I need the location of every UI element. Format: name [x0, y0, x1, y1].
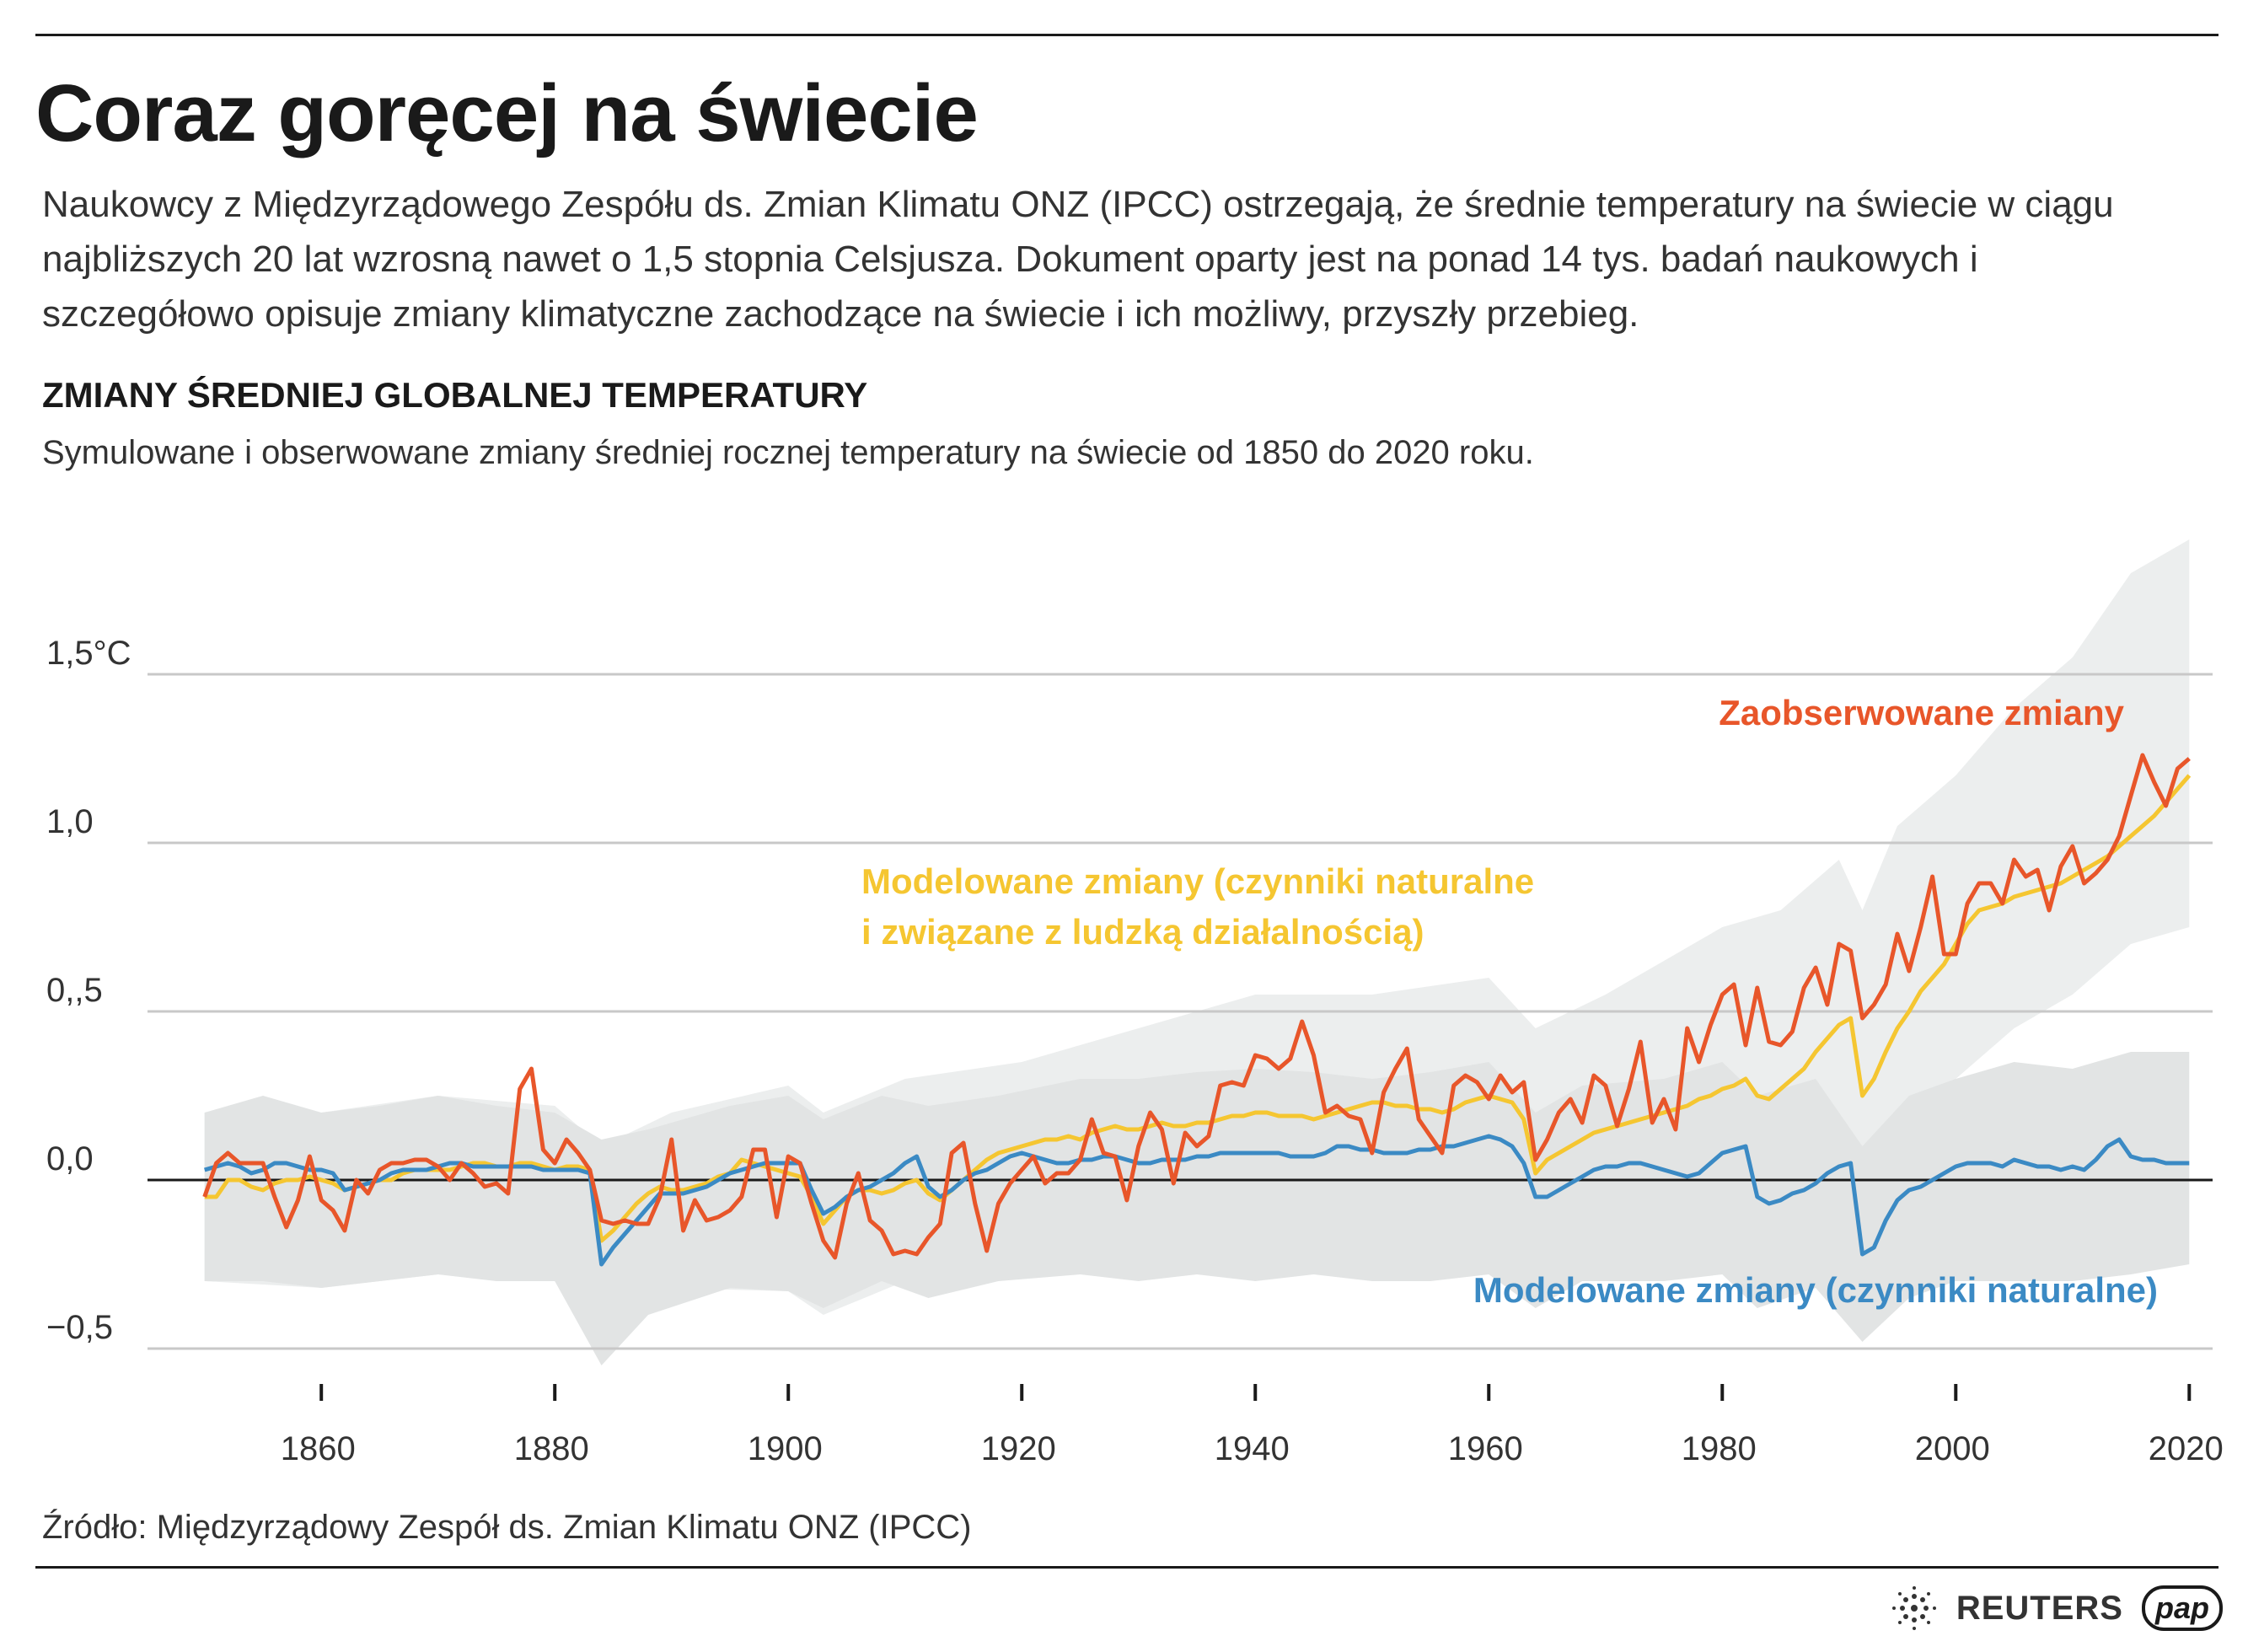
modeled-natural-line — [204, 1134, 2190, 1267]
reuters-logo-icon — [1891, 1586, 1936, 1630]
y-tick-label: −0,5 — [46, 1309, 113, 1346]
y-axis: 1,5°C 1,0 0,,5 0,0 −0,5 — [46, 635, 131, 1346]
band-natural — [204, 1052, 2190, 1365]
x-tick-label: 1940 — [1215, 1430, 1290, 1467]
x-tick-label: 2020 — [2149, 1430, 2224, 1467]
reuters-logo-text: REUTERS — [1956, 1589, 2123, 1627]
label-modeled-natural: Modelowane zmiany (czynniki naturalne) — [1473, 1270, 2158, 1310]
label-modeled-combined-line1: Modelowane zmiany (czynniki naturalne — [861, 861, 1534, 901]
page-title: Coraz goręcej na świecie — [35, 68, 979, 158]
y-tick-label: 0,0 — [46, 1140, 94, 1177]
bottom-rule — [35, 1566, 2218, 1569]
label-modeled-combined-line2: i związane z ludzką działalnością) — [861, 912, 1424, 952]
x-tick-label: 1860 — [281, 1430, 356, 1467]
x-tick-label: 1920 — [981, 1430, 1056, 1467]
observed-line — [202, 753, 2191, 1260]
grid-lines — [148, 673, 2213, 1350]
top-rule — [35, 34, 2218, 36]
y-tick-label: 1,5°C — [46, 635, 131, 672]
x-tick-label: 1880 — [514, 1430, 589, 1467]
source-note: Źródło: Międzyrządowy Zespół ds. Zmian K… — [42, 1509, 972, 1546]
temperature-chart: 1,5°C 1,0 0,,5 0,0 −0,5 1860 1880 1900 1920 1940… — [46, 539, 2224, 1467]
x-axis: 1860 1880 1900 1920 1940 1960 1980 2000 2020 — [281, 1384, 2224, 1467]
x-tick-label: 1960 — [1448, 1430, 1523, 1467]
chart-subtitle: Symulowane i obserwowane zmiany średniej… — [42, 434, 1534, 471]
series-lines — [202, 753, 2192, 1267]
chart-title: ZMIANY ŚREDNIEJ GLOBALNEJ TEMPERATURY — [42, 375, 868, 415]
pap-logo: pap — [2141, 1585, 2223, 1631]
y-tick-label: 0,,5 — [46, 972, 103, 1009]
y-tick-label: 1,0 — [46, 803, 94, 840]
x-tick-label: 1900 — [748, 1430, 823, 1467]
modeled-combined-line — [204, 774, 2192, 1243]
footer-logos: REUTERS pap — [1891, 1585, 2223, 1632]
x-tick-label: 1980 — [1682, 1430, 1757, 1467]
series-labels: Zaobserwowane zmiany Modelowane zmiany (c… — [861, 693, 2158, 1310]
x-tick-label: 2000 — [1915, 1430, 1990, 1467]
intro-paragraph: Naukowcy z Międzyrządowego Zespółu ds. Z… — [42, 184, 2114, 335]
uncertainty-bands — [204, 539, 2190, 1365]
label-observed: Zaobserwowane zmiany — [1719, 693, 2124, 732]
